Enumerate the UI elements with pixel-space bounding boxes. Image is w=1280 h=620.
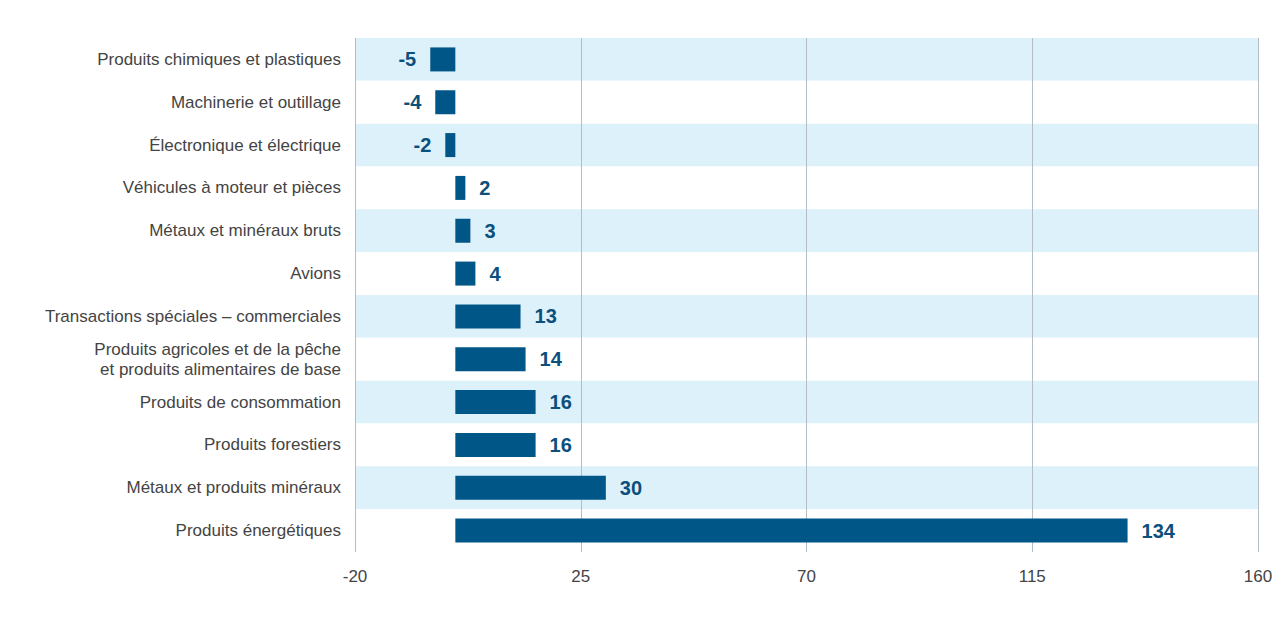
svg-text:-5: -5 <box>398 48 416 70</box>
svg-text:Transactions spéciales – comme: Transactions spéciales – commerciales <box>45 307 341 326</box>
svg-text:16: 16 <box>550 434 572 456</box>
svg-text:Électronique et électrique: Électronique et électrique <box>149 136 341 155</box>
svg-text:13: 13 <box>535 305 557 327</box>
svg-text:Machinerie et outillage: Machinerie et outillage <box>171 93 341 112</box>
svg-text:Produits agricoles et de la pê: Produits agricoles et de la pêche <box>94 340 341 359</box>
svg-text:160: 160 <box>1244 567 1272 586</box>
svg-text:3: 3 <box>484 220 495 242</box>
svg-text:Produits de consommation: Produits de consommation <box>140 393 341 412</box>
svg-text:115: 115 <box>1019 567 1046 586</box>
svg-text:Produits forestiers: Produits forestiers <box>204 435 341 454</box>
svg-text:25: 25 <box>571 567 590 586</box>
svg-text:2: 2 <box>479 177 490 199</box>
svg-text:-20: -20 <box>343 567 368 586</box>
svg-text:134: 134 <box>1142 520 1176 542</box>
svg-text:-4: -4 <box>403 91 422 113</box>
svg-text:Produits chimiques et plastiqu: Produits chimiques et plastiques <box>97 50 341 69</box>
svg-text:-2: -2 <box>414 134 432 156</box>
svg-text:70: 70 <box>797 567 816 586</box>
svg-text:Véhicules à moteur et pièces: Véhicules à moteur et pièces <box>123 178 341 197</box>
svg-text:16: 16 <box>550 391 572 413</box>
svg-text:Métaux et produits minéraux: Métaux et produits minéraux <box>127 478 342 497</box>
svg-text:et produits alimentaires de ba: et produits alimentaires de base <box>100 360 341 379</box>
svg-text:4: 4 <box>489 263 501 285</box>
svg-text:Métaux et minéraux bruts: Métaux et minéraux bruts <box>149 221 341 240</box>
svg-text:Avions: Avions <box>290 264 341 283</box>
svg-text:14: 14 <box>540 348 563 370</box>
svg-text:Produits énergétiques: Produits énergétiques <box>176 521 341 540</box>
svg-text:30: 30 <box>620 477 642 499</box>
